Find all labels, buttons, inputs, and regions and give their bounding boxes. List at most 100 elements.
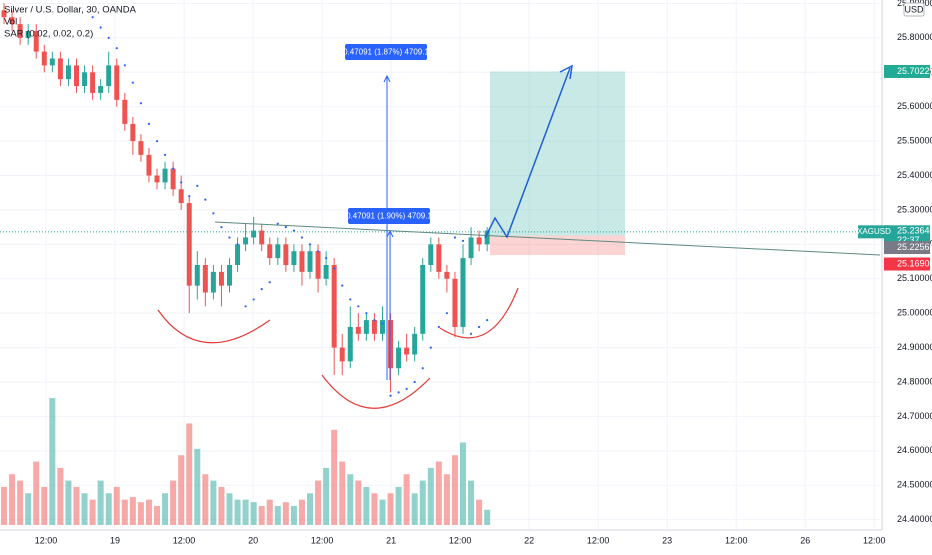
y-tick-label: 25.80000 xyxy=(897,32,932,42)
candle-body xyxy=(138,141,144,155)
x-tick-label: 12:00 xyxy=(725,535,748,545)
price-label-box xyxy=(884,64,930,78)
volume-bar xyxy=(89,499,96,525)
volume-bar xyxy=(81,493,88,525)
sar-dot xyxy=(421,367,424,370)
y-tick-label: 25.10000 xyxy=(897,273,932,283)
y-tick-label: 25.00000 xyxy=(897,308,932,318)
candle-body xyxy=(259,230,265,245)
sar-dot xyxy=(341,284,344,287)
sar-dot xyxy=(333,267,336,270)
sar-dot xyxy=(244,305,247,308)
sar-dot xyxy=(196,184,199,187)
x-tick-label: 19 xyxy=(110,535,120,545)
sar-dot xyxy=(316,250,320,253)
right-shoulder-arc xyxy=(439,287,519,339)
candle-body xyxy=(194,265,200,286)
volume-bar xyxy=(258,505,265,525)
candle-body xyxy=(283,244,289,265)
candle-body xyxy=(218,271,224,286)
x-tick-label: 12:00 xyxy=(35,535,58,545)
sar-dot xyxy=(268,281,271,284)
volume-bar xyxy=(307,493,314,525)
volume-bar xyxy=(9,474,16,525)
symbol-box xyxy=(858,225,890,239)
candle-body xyxy=(186,203,192,286)
candle-body xyxy=(65,65,71,80)
volume-bar xyxy=(363,486,370,525)
sar-dot xyxy=(212,212,215,215)
volume-bar xyxy=(113,486,120,525)
sar-dot xyxy=(188,195,191,198)
measure-label-box xyxy=(345,44,427,60)
drawings xyxy=(157,64,881,409)
x-tick-label: 12:00 xyxy=(449,535,472,545)
price-axis: 24.40000 24.50000 24.60000 24.70000 24.80000… xyxy=(884,0,932,524)
y-tick-label: 24.60000 xyxy=(897,445,932,455)
sar-dot xyxy=(236,243,239,246)
y-tick-label: 25.50000 xyxy=(897,135,932,145)
candle-body xyxy=(226,265,232,286)
candle-body xyxy=(404,347,410,355)
price-label: 25.16900 xyxy=(897,258,932,268)
volume-bar xyxy=(218,486,225,525)
sar-dot xyxy=(478,325,481,329)
sar-dot xyxy=(115,47,118,50)
sar-dot xyxy=(284,226,287,229)
candle-body xyxy=(251,230,257,238)
candle-body xyxy=(178,189,184,204)
candle-body xyxy=(460,258,466,327)
volume-bar xyxy=(298,499,305,525)
sar-dot xyxy=(163,153,167,156)
sar-dot xyxy=(300,236,304,239)
sar-dot xyxy=(123,64,126,67)
volume-bar xyxy=(371,493,378,525)
volume-bar xyxy=(234,499,241,525)
candle-body xyxy=(444,271,450,279)
projection-arrow xyxy=(484,67,571,239)
volume-bar xyxy=(443,474,450,525)
candle-body xyxy=(17,24,23,38)
currency-box xyxy=(903,2,925,17)
volume-bar xyxy=(242,499,249,525)
x-tick-label: 20 xyxy=(248,535,258,545)
volume-bar xyxy=(250,502,257,525)
volume-bar xyxy=(105,493,112,525)
candle-body xyxy=(146,154,152,176)
x-tick-label: 23 xyxy=(662,535,672,545)
sar-dot xyxy=(405,387,408,390)
sar-dot xyxy=(365,312,368,315)
volume-bar xyxy=(323,467,330,525)
candle-body xyxy=(49,58,55,66)
candle-body xyxy=(363,320,369,334)
y-tick-label: 24.70000 xyxy=(897,411,932,421)
candle-body xyxy=(428,244,434,265)
measure-arrow-head xyxy=(383,74,391,83)
candle-body xyxy=(154,175,160,183)
candle-body xyxy=(379,320,385,334)
y-tick-label: 25.60000 xyxy=(897,101,932,111)
candle-body xyxy=(98,86,104,93)
candle-body xyxy=(331,265,337,348)
candle-body xyxy=(347,326,353,362)
indicator-label: SAR (0.02, 0.02, 0.2) xyxy=(4,29,93,40)
sar-dot xyxy=(469,332,473,335)
price-label: 25.22565 xyxy=(897,242,932,252)
volume-bar xyxy=(411,493,418,525)
sar-dot xyxy=(99,26,102,29)
sar-dot xyxy=(147,122,151,125)
price-label-box xyxy=(884,241,930,255)
stop-zone xyxy=(490,235,625,256)
candle-body xyxy=(484,230,490,245)
volume-bar xyxy=(49,398,56,525)
candle-body xyxy=(315,251,321,279)
x-tick-label: 12:00 xyxy=(863,535,886,545)
sar-dot xyxy=(139,102,143,105)
volume-bar xyxy=(25,493,32,525)
candle-body xyxy=(412,333,418,355)
candle-body xyxy=(436,244,442,272)
y-tick-label: 24.40000 xyxy=(897,514,932,524)
sar-dot xyxy=(308,243,312,246)
candle-body xyxy=(82,72,88,87)
candle-body xyxy=(355,326,361,334)
